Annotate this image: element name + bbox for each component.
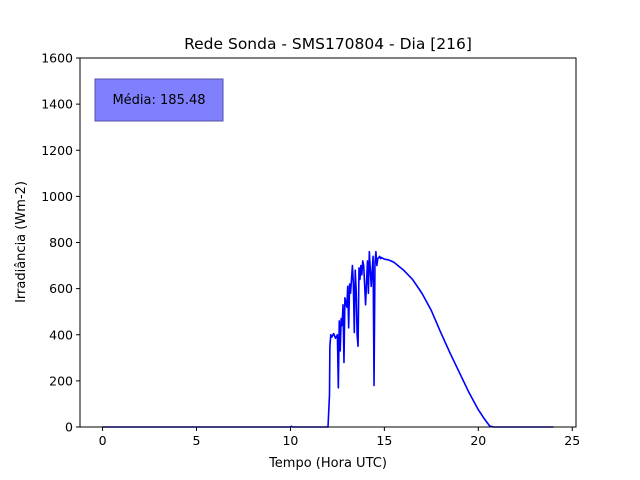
x-axis-label: Tempo (Hora UTC)	[268, 456, 387, 471]
x-tick-label: 20	[470, 433, 486, 448]
x-tick-label: 5	[193, 433, 201, 448]
y-tick-label: 600	[49, 281, 73, 296]
y-tick-label: 0	[65, 420, 73, 435]
y-tick-label: 1400	[41, 97, 73, 112]
x-tick-label: 0	[99, 433, 107, 448]
chart-title: Rede Sonda - SMS170804 - Dia [216]	[184, 35, 472, 53]
series-group	[102, 250, 554, 428]
x-tick-label: 15	[376, 433, 392, 448]
annotation-text: Média: 185.48	[112, 93, 205, 108]
y-tick-label: 1600	[41, 51, 73, 66]
y-axis-label: Irradiância (Wm-2)	[14, 181, 29, 303]
series-line	[102, 250, 554, 428]
y-tick-label: 1200	[41, 143, 73, 158]
x-tick-label: 25	[564, 433, 580, 448]
annotation-box	[94, 78, 224, 122]
y-tick-label: 800	[49, 235, 73, 250]
x-tick-label: 10	[282, 433, 298, 448]
y-axis: 0 200 400 600 800 1000 1200 1400 1600	[41, 51, 80, 435]
y-tick-label: 1000	[41, 189, 73, 204]
y-tick-label: 200	[49, 373, 73, 388]
y-tick-label: 400	[49, 327, 73, 342]
x-axis: 0 5 10 15 20 25	[99, 427, 580, 448]
